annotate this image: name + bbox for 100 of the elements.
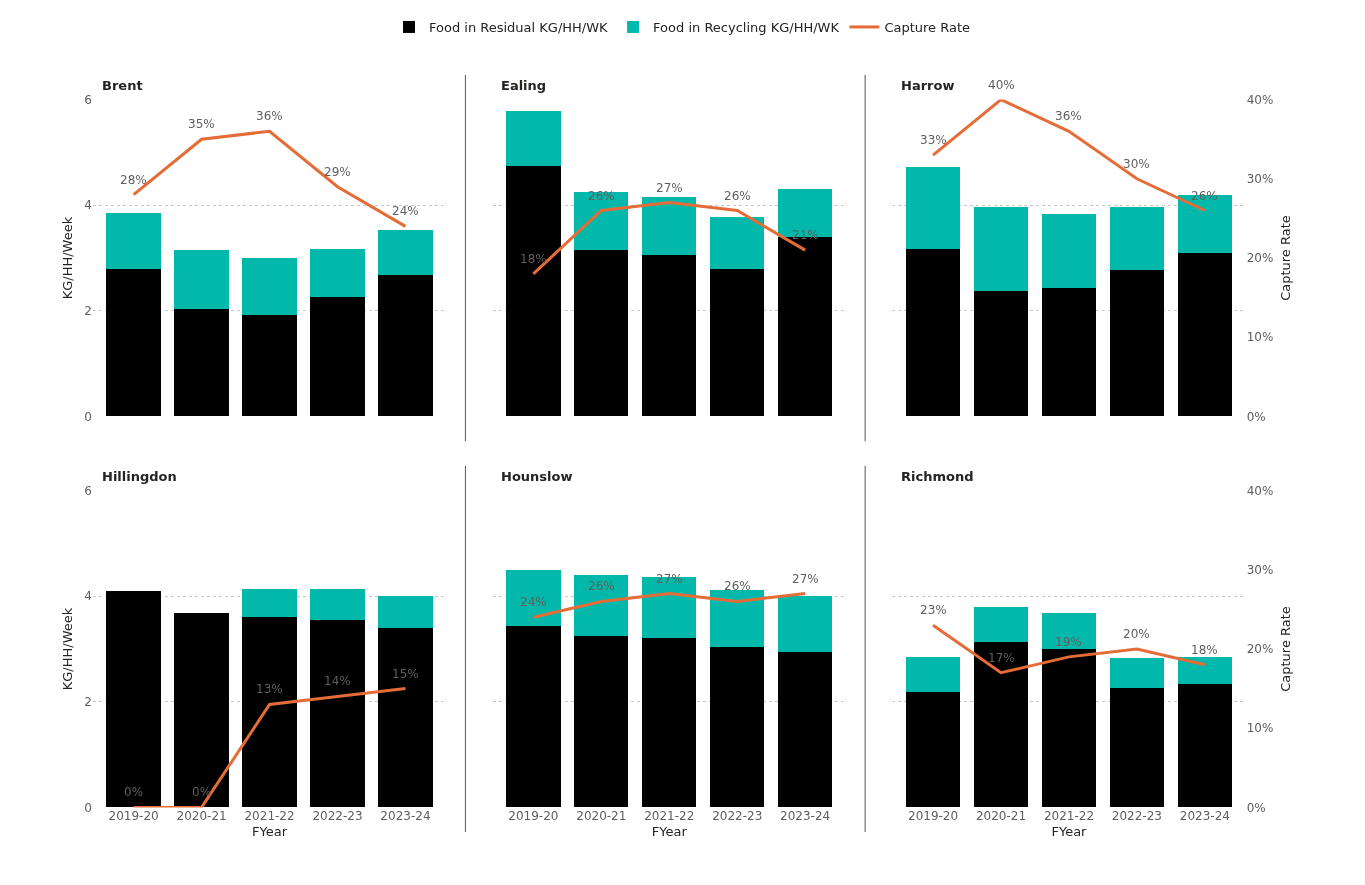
bar: [506, 110, 561, 166]
y2-axis-title: Capture Rate: [1277, 606, 1293, 692]
x-tick-label: 2022-23: [1111, 809, 1162, 824]
bar: [777, 237, 833, 417]
text: 10%: [1246, 721, 1274, 736]
text: 30%: [1246, 172, 1274, 187]
bar: [777, 595, 833, 653]
bar: [1177, 656, 1233, 684]
bar: [242, 616, 297, 808]
x-tick-label: 2022-23: [712, 809, 763, 824]
y-tick-label: 4: [84, 589, 92, 604]
bar: [777, 652, 833, 808]
bar: [905, 657, 961, 693]
data-label: 36%: [1055, 109, 1082, 123]
bar: [378, 229, 433, 275]
data-label: 15%: [392, 667, 419, 681]
x-tick-label: 2020-21: [176, 809, 227, 824]
x-tick-label: 2020-21: [975, 809, 1027, 824]
y-tick-label: 0: [84, 800, 92, 815]
bar: [242, 588, 297, 617]
bar: [242, 257, 297, 315]
text: 40%: [1246, 92, 1274, 107]
bar: [642, 196, 697, 256]
y-tick-label: 4: [84, 198, 92, 213]
bar: [710, 590, 765, 647]
data-label: 24%: [520, 595, 547, 609]
legend-label: Food in Recycling KG/HH/WK: [653, 20, 840, 36]
bar: [174, 250, 229, 309]
bar: [106, 269, 161, 417]
x-tick-label: 2021-22: [644, 809, 695, 824]
text: 40%: [1246, 483, 1274, 498]
data-label: 24%: [392, 204, 419, 218]
text: 30%: [1246, 562, 1274, 577]
bar: [506, 165, 561, 417]
bar: [1041, 214, 1097, 288]
data-label: 13%: [256, 682, 283, 696]
bar: [574, 250, 629, 417]
data-label: 26%: [588, 579, 615, 593]
text: 20%: [1246, 251, 1274, 266]
bar: [1041, 287, 1097, 417]
text: 20%: [1246, 642, 1274, 657]
bar: [310, 589, 365, 620]
bar: [106, 212, 161, 270]
bar: [1109, 657, 1165, 688]
bar: [574, 635, 629, 808]
bar: [1041, 649, 1097, 808]
chart-title: Harrow: [901, 78, 955, 93]
bar: [905, 692, 961, 808]
data-label: 27%: [656, 181, 683, 195]
data-label: 19%: [1055, 635, 1082, 649]
bar: [174, 613, 229, 808]
bar: [310, 248, 365, 298]
legend-label: Capture Rate: [884, 20, 971, 36]
x-tick-label: 2019-20: [108, 809, 159, 824]
bar: [973, 290, 1029, 417]
bar: [777, 188, 833, 238]
y-tick-label: 2: [84, 304, 92, 319]
bar: [905, 166, 961, 249]
bar: [574, 575, 629, 636]
text: 0%: [1246, 409, 1266, 424]
bar: [378, 274, 433, 417]
bar: [1177, 253, 1233, 417]
data-label: 14%: [324, 674, 351, 688]
bar: [106, 591, 161, 808]
y2-axis-title: Capture Rate: [1277, 215, 1293, 301]
y-tick-label: 0: [84, 409, 92, 424]
data-label: 28%: [120, 173, 147, 187]
data-label: 35%: [188, 117, 215, 131]
data-label: 18%: [1191, 643, 1218, 657]
x-tick-label: 2022-23: [312, 809, 363, 824]
data-label: 26%: [724, 579, 751, 593]
bar: [973, 607, 1029, 642]
data-label: 30%: [1123, 157, 1150, 171]
x-tick-label: 2020-21: [576, 809, 627, 824]
bar: [378, 627, 433, 808]
bar: [1109, 270, 1165, 417]
x-axis-title: FYear: [1051, 823, 1088, 839]
bar: [1109, 687, 1165, 808]
bar: [506, 570, 561, 627]
chart-title: Brent: [102, 78, 143, 93]
data-label: 36%: [256, 109, 283, 123]
data-label: 0%: [124, 785, 144, 799]
data-label: 29%: [324, 165, 351, 179]
text: 0%: [1246, 800, 1266, 815]
y-axis-title: KG/HH/Week: [60, 607, 76, 691]
x-tick-label: 2021-22: [244, 809, 295, 824]
chart-title: Richmond: [901, 469, 974, 484]
y-tick-label: 6: [84, 92, 92, 107]
bar: [642, 255, 697, 417]
bar: [1177, 683, 1233, 808]
x-tick-label: 2019-20: [907, 809, 959, 824]
bar: [905, 248, 961, 417]
chart-title: Ealing: [501, 78, 547, 93]
x-axis-title: FYear: [651, 823, 688, 839]
bar: [506, 626, 561, 808]
bar: [174, 308, 229, 417]
bar: [973, 641, 1029, 808]
y-axis-title: KG/HH/Week: [60, 216, 76, 300]
data-label: 0%: [192, 785, 212, 799]
bar: [1109, 207, 1165, 271]
